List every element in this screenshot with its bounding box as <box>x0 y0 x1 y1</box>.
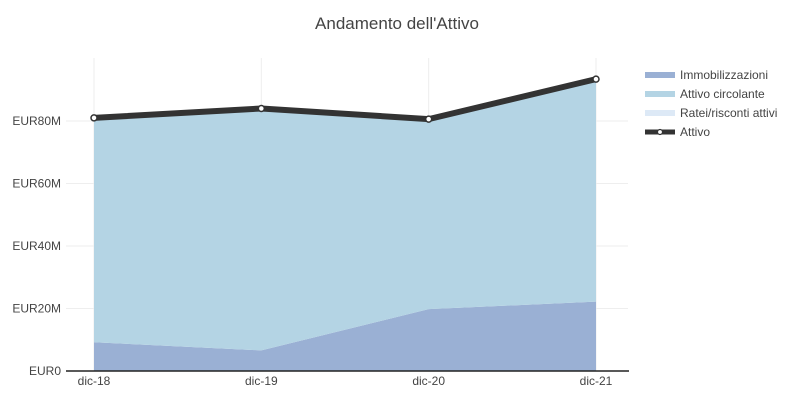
y-tick-label: EUR20M <box>12 302 61 316</box>
legend-label: Attivo <box>680 125 710 139</box>
area-attivo-circolante <box>94 79 596 351</box>
attivo-point[interactable] <box>90 114 98 122</box>
y-tick-label: EUR80M <box>12 114 61 128</box>
legend-swatch <box>645 110 675 116</box>
legend-label: Ratei/risconti attivi <box>680 106 777 120</box>
area-immobilizzazioni <box>94 301 596 371</box>
x-tick-label: dic-19 <box>245 374 278 388</box>
y-tick-label: EUR0 <box>29 364 61 378</box>
legend-label: Attivo circolante <box>680 87 765 101</box>
x-tick-label: dic-20 <box>412 374 445 388</box>
attivo-point[interactable] <box>424 115 433 123</box>
x-tick-label: dic-21 <box>580 374 613 388</box>
attivo-point[interactable] <box>257 104 266 113</box>
legend-label: Immobilizzazioni <box>680 68 768 82</box>
legend-marker <box>656 128 664 136</box>
attivo-point[interactable] <box>592 75 600 83</box>
legend-item-attivo-circolante[interactable]: Attivo circolante <box>645 87 765 101</box>
chart-title: Andamento dell'Attivo <box>315 14 479 33</box>
y-tick-label: EUR60M <box>12 177 61 191</box>
legend-swatch <box>645 72 675 78</box>
legend-swatch <box>645 91 675 97</box>
y-tick-label: EUR40M <box>12 239 61 253</box>
legend-item-attivo[interactable]: Attivo <box>645 125 710 139</box>
legend-item-immobilizzazioni[interactable]: Immobilizzazioni <box>645 68 768 82</box>
line-layer <box>90 75 600 123</box>
axis-layer: EUR0 EUR20M EUR40M EUR60M EUR80M dic-18 dic-19… <box>12 114 629 388</box>
area-layer <box>94 79 596 371</box>
legend: Immobilizzazioni Attivo circolante Ratei/r… <box>645 68 777 139</box>
legend-item-ratei-risconti-attivi[interactable]: Ratei/risconti attivi <box>645 106 777 120</box>
x-tick-label: dic-18 <box>78 374 111 388</box>
line-attivo <box>91 76 599 123</box>
